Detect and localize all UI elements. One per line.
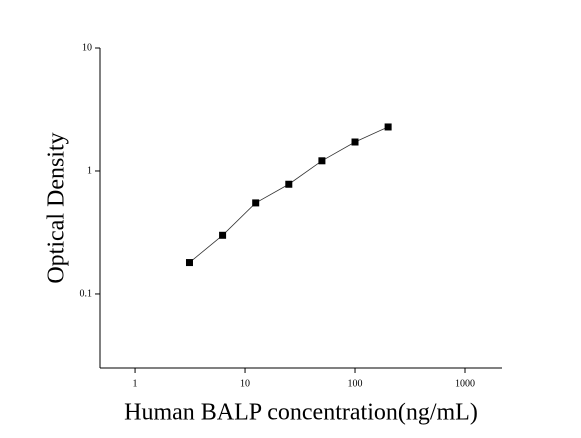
x-axis-title: Human BALP concentration(ng/mL) xyxy=(124,400,478,426)
x-tick-label: 10 xyxy=(240,378,250,389)
point xyxy=(351,138,359,146)
point xyxy=(185,259,193,267)
y-tick-label: 1 xyxy=(87,165,92,176)
y-axis-title: Optical Density xyxy=(44,132,70,283)
x-tick-label: 1 xyxy=(133,378,138,389)
point xyxy=(285,180,293,188)
x-tick-label: 1000 xyxy=(455,378,475,389)
y-tick-label: 0.1 xyxy=(80,288,93,299)
fit-curve xyxy=(189,126,389,263)
point xyxy=(219,231,227,239)
x-tick-label: 100 xyxy=(348,378,363,389)
point xyxy=(318,157,326,165)
point xyxy=(384,123,392,131)
point xyxy=(252,199,260,207)
y-tick-label: 10 xyxy=(82,42,92,53)
